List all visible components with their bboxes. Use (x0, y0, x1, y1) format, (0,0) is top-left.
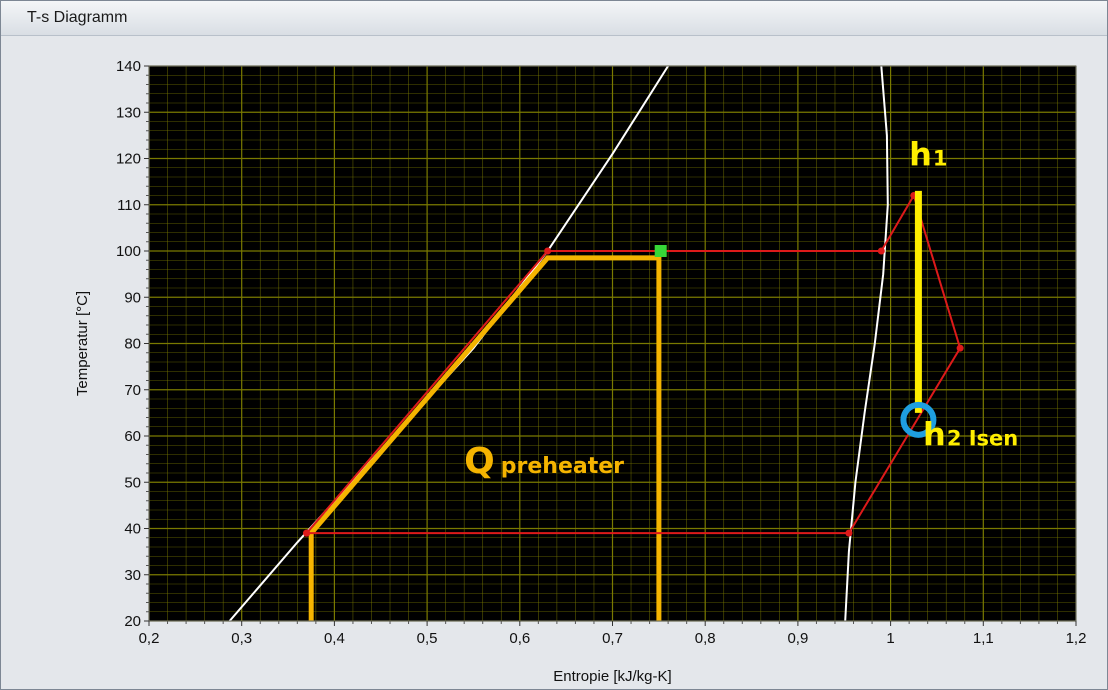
y-tick-label: 30 (124, 567, 141, 584)
saturated-liquid-series (228, 66, 669, 621)
x-tick-label: 1,2 (1066, 630, 1087, 647)
x-tick-label: 1,1 (973, 630, 994, 647)
y-tick-label: 140 (116, 58, 141, 75)
y-tick-label: 110 (117, 197, 141, 214)
y-tick-label: 120 (116, 151, 141, 168)
x-tick-label: 0,8 (695, 630, 716, 647)
annotation-h-2-isen: h2 Isen (923, 415, 1018, 453)
cycle-point (956, 344, 964, 352)
y-tick-label: 80 (124, 336, 141, 353)
cycle-point (877, 247, 885, 255)
y-tick-label: 100 (116, 243, 141, 260)
y-tick-label: 70 (124, 382, 141, 399)
plot-area: h1 h2 Isen Q preheater (148, 65, 1077, 622)
x-tick-label: 0,4 (324, 630, 345, 647)
x-tick-label: 0,6 (509, 630, 530, 647)
panel-title: T-s Diagramm (27, 9, 128, 26)
x-tick-label: 1 (886, 630, 894, 647)
x-tick-label: 0,3 (231, 630, 252, 647)
y-tick-label: 50 (124, 474, 141, 491)
y-tick-label: 60 (124, 428, 141, 445)
green-square-marker (654, 245, 667, 257)
x-tick-label: 0,7 (602, 630, 623, 647)
x-tick-label: 0,2 (139, 630, 160, 647)
cycle-point (845, 529, 853, 537)
cycle-point (544, 247, 552, 255)
y-axis-label: Temperatur [°C] (74, 291, 91, 396)
isentropic-circle-marker (900, 401, 937, 438)
y-tick-label: 40 (124, 521, 141, 538)
x-axis-label: Entropie [kJ/kg-K] (553, 668, 671, 685)
series-group: h1 h2 Isen Q preheater (228, 66, 1018, 621)
x-tick-label: 0,9 (787, 630, 808, 647)
cycle-point (303, 529, 311, 537)
y-tick-label: 130 (116, 104, 141, 121)
preheater-series (308, 255, 662, 621)
y-tick-label: 90 (124, 289, 141, 306)
y-tick-label: 20 (124, 613, 141, 630)
axes: 0,2 0,3 0,4 0,5 0,6 0,7 0,8 0,9 1 1,1 1,2 20 30 40 50 6… (74, 58, 1086, 685)
title-bar: T-s Diagramm (1, 1, 1107, 36)
annotation-h-1: h1 (909, 135, 947, 173)
x-tick-label: 0,5 (417, 630, 438, 647)
